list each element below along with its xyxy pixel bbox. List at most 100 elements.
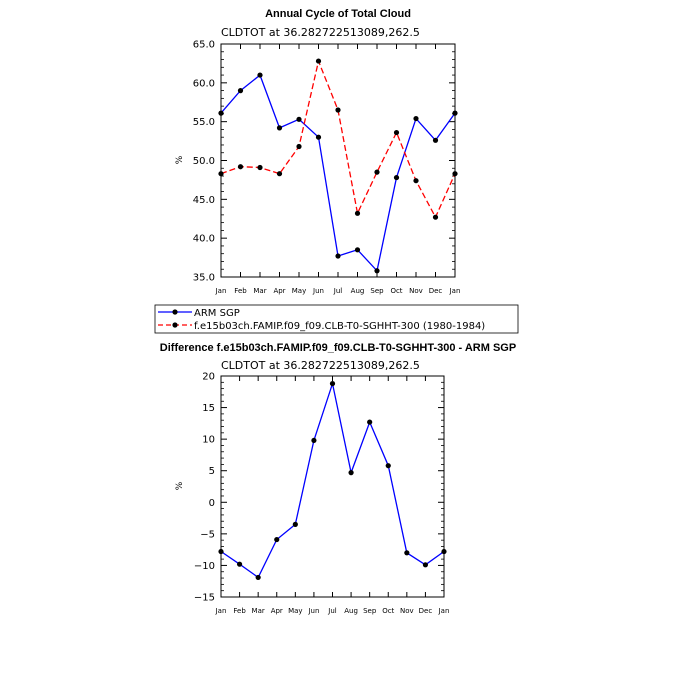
series-lines bbox=[220, 58, 456, 273]
y-tick-label: 45.0 bbox=[193, 195, 215, 206]
data-point bbox=[393, 129, 400, 136]
data-point bbox=[393, 174, 400, 181]
y-tick-label: 20 bbox=[202, 372, 215, 383]
x-tick-label: Sep bbox=[370, 287, 384, 295]
x-tick-label: Nov bbox=[400, 607, 414, 615]
x-tick-labels: Jan Feb Mar Apr May Jun Jul Aug Sep Oct Nov Dec Jan bbox=[215, 287, 461, 295]
y-tick-label: 35.0 bbox=[193, 273, 215, 284]
x-tick-label: Sep bbox=[363, 607, 377, 615]
x-tick-label: Jan bbox=[449, 287, 461, 295]
data-point bbox=[257, 164, 263, 171]
data-point bbox=[422, 562, 429, 568]
x-tick-label: Apr bbox=[271, 607, 283, 615]
axis-ticks bbox=[220, 43, 456, 278]
y-tick-label: 65.0 bbox=[193, 40, 215, 51]
x-tick-label: Mar bbox=[253, 287, 266, 295]
x-tick-label: Oct bbox=[390, 287, 402, 295]
series-markers bbox=[218, 380, 447, 581]
chart-title: Difference f.e15b03ch.FAMIP.f09_f09.CLB-… bbox=[160, 342, 516, 354]
data-point bbox=[255, 574, 261, 581]
data-point bbox=[311, 437, 317, 444]
x-tick-labels: Jan Feb Mar Apr May Jun Jul Aug Sep Oct Nov Dec Jan bbox=[215, 607, 450, 615]
x-tick-label: Oct bbox=[382, 607, 394, 615]
y-tick-label: 55.0 bbox=[193, 117, 215, 128]
y-tick-label: 0 bbox=[209, 498, 215, 509]
difference-chart: Difference f.e15b03ch.FAMIP.f09_f09.CLB-… bbox=[160, 342, 516, 615]
y-tick-label: 10 bbox=[202, 435, 215, 446]
data-point bbox=[335, 107, 341, 113]
legend-label-model: f.e15b03ch.FAMIP.f09_f09.CLB-T0-SGHHT-30… bbox=[194, 321, 485, 332]
data-point bbox=[413, 178, 419, 184]
data-point bbox=[385, 463, 391, 469]
y-tick-labels: 35.0 40.0 45.0 50.0 55.0 60.0 65.0 bbox=[193, 40, 215, 284]
data-point bbox=[374, 169, 380, 175]
data-point bbox=[296, 116, 302, 122]
y-tick-label: 5 bbox=[209, 466, 215, 477]
data-point bbox=[374, 268, 380, 274]
x-tick-label: Aug bbox=[351, 287, 365, 295]
data-point bbox=[276, 171, 283, 177]
series-markers bbox=[218, 58, 458, 274]
y-tick-label: 50.0 bbox=[193, 156, 215, 167]
x-tick-label: Dec bbox=[429, 287, 443, 295]
x-tick-label: Aug bbox=[344, 607, 358, 615]
data-point bbox=[329, 380, 336, 387]
data-point bbox=[335, 253, 341, 259]
plot-frame bbox=[220, 375, 445, 598]
data-point bbox=[274, 536, 280, 543]
y-tick-label: −5 bbox=[200, 529, 215, 540]
x-tick-label: Jun bbox=[307, 607, 319, 615]
x-tick-label: Nov bbox=[409, 287, 423, 295]
data-point bbox=[413, 115, 419, 122]
legend-label-arm-sgp: ARM SGP bbox=[194, 308, 240, 319]
y-tick-label: −15 bbox=[194, 593, 215, 604]
y-tick-label: 40.0 bbox=[193, 234, 215, 245]
chart-subtitle: CLDTOT at 36.282722513089,262.5 bbox=[221, 359, 420, 372]
y-tick-label: 15 bbox=[202, 403, 215, 414]
x-tick-label: Feb bbox=[233, 607, 246, 615]
legend-marker-model bbox=[172, 322, 178, 328]
x-tick-label: May bbox=[288, 607, 302, 615]
legend-box bbox=[154, 304, 519, 334]
y-axis-label: % bbox=[175, 481, 185, 490]
data-point bbox=[296, 143, 302, 150]
y-axis-label: % bbox=[175, 155, 185, 164]
annual-cycle-chart: Annual Cycle of Total Cloud CLDTOT at 36… bbox=[175, 8, 460, 295]
plot-frame bbox=[220, 43, 456, 278]
legend-marker-arm-sgp bbox=[172, 309, 178, 315]
series-line-0 bbox=[220, 381, 445, 579]
chart-title: Annual Cycle of Total Cloud bbox=[265, 8, 411, 20]
series-line-1 bbox=[220, 58, 456, 219]
y-tick-label: −10 bbox=[194, 561, 215, 572]
data-point bbox=[354, 210, 361, 216]
x-tick-label: Feb bbox=[234, 287, 247, 295]
data-point bbox=[315, 134, 322, 140]
data-point bbox=[354, 247, 361, 253]
data-point bbox=[292, 521, 298, 527]
x-tick-label: Jul bbox=[333, 287, 343, 295]
y-tick-label: 60.0 bbox=[193, 78, 215, 89]
x-tick-label: Jul bbox=[327, 607, 337, 615]
series-lines bbox=[220, 381, 445, 579]
chart-subtitle: CLDTOT at 36.282722513089,262.5 bbox=[221, 26, 420, 39]
x-tick-label: Jan bbox=[215, 607, 227, 615]
data-point bbox=[404, 550, 410, 556]
y-tick-labels: −15 −10 −5 0 5 10 15 20 bbox=[194, 372, 215, 604]
legend: ARM SGP f.e15b03ch.FAMIP.f09_f09.CLB-T0-… bbox=[154, 304, 519, 334]
x-tick-label: Mar bbox=[252, 607, 265, 615]
x-tick-label: Jan bbox=[215, 287, 227, 295]
data-point bbox=[237, 164, 244, 170]
x-tick-label: May bbox=[292, 287, 306, 295]
series-line-0 bbox=[220, 74, 456, 273]
x-tick-label: Dec bbox=[419, 607, 433, 615]
data-point bbox=[367, 419, 373, 425]
data-point bbox=[237, 88, 244, 94]
data-point bbox=[257, 72, 263, 78]
x-tick-label: Jun bbox=[312, 287, 324, 295]
axis-ticks bbox=[220, 375, 445, 598]
x-tick-label: Jan bbox=[438, 607, 450, 615]
data-point bbox=[236, 561, 243, 567]
data-point bbox=[276, 125, 283, 131]
